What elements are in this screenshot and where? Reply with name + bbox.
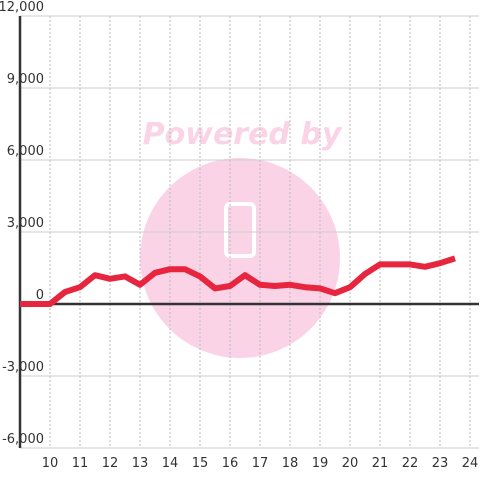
y-tick-label: 0 [36, 288, 44, 303]
x-tick-label: 10 [42, 456, 59, 471]
x-tick-label: 13 [132, 456, 149, 471]
y-tick-label: 3,000 [7, 216, 44, 231]
y-tick-label: -3,000 [2, 360, 44, 375]
y-tick-label: 6,000 [7, 144, 44, 159]
x-tick-label: 17 [252, 456, 269, 471]
y-tick-label: 12,000 [0, 0, 44, 15]
x-tick-label: 21 [372, 456, 389, 471]
x-tick-label: 23 [432, 456, 449, 471]
x-tick-label: 14 [162, 456, 179, 471]
y-tick-label: -6,000 [2, 432, 44, 447]
x-tick-label: 15 [192, 456, 209, 471]
watermark-icon [224, 202, 256, 258]
x-tick-label: 18 [282, 456, 299, 471]
x-tick-label: 19 [312, 456, 329, 471]
x-tick-label: 16 [222, 456, 239, 471]
data-line [20, 255, 456, 307]
x-tick-label: 11 [72, 456, 89, 471]
x-tick-label: 22 [402, 456, 419, 471]
x-tick-label: 24 [462, 456, 479, 471]
watermark-text: Powered by [143, 117, 343, 152]
x-tick-label: 12 [102, 456, 119, 471]
y-tick-label: 9,000 [7, 72, 44, 87]
x-tick-label: 20 [342, 456, 359, 471]
